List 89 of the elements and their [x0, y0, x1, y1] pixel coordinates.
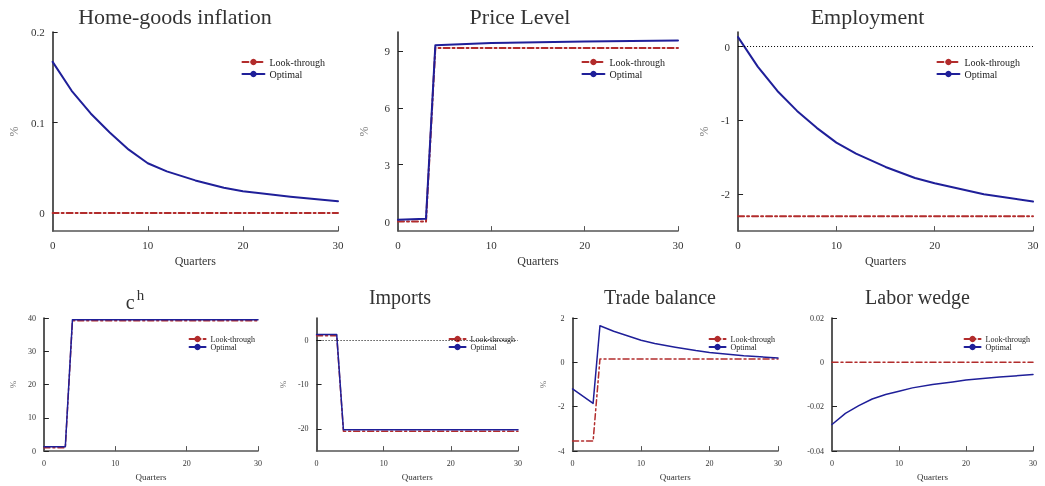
y-tick-label: -1: [720, 114, 731, 127]
y-tick-label: 30: [27, 346, 36, 356]
x-tick-label: 0: [570, 458, 575, 468]
legend-label: Look-through: [609, 56, 665, 68]
chart-title: Imports: [368, 286, 432, 309]
line-series: [737, 36, 1034, 203]
x-tick-label: 30: [1027, 238, 1039, 251]
chart-title: Home-goods inflation: [78, 3, 272, 29]
chart-title: Trade balance: [604, 286, 717, 308]
x-axis-title: Quarters: [174, 254, 217, 268]
x-tick-label: 0: [830, 458, 834, 468]
x-tick-label: 30: [332, 238, 344, 251]
y-tick-label: -4: [557, 446, 565, 456]
chart-title: Employment: [810, 3, 925, 29]
legend-label: Optimal: [609, 68, 643, 80]
x-axis-title: Quarters: [864, 254, 907, 268]
y-tick-label: -2: [557, 402, 565, 412]
y-tick-label: 9: [384, 44, 391, 57]
x-tick-label: 10: [111, 458, 120, 468]
chart-title: Price Level: [469, 3, 571, 29]
x-tick-label: 20: [182, 458, 191, 468]
x-axis-title: Quarters: [135, 471, 167, 482]
y-tick-label: 10: [27, 413, 36, 423]
y-tick-label: 20: [27, 380, 36, 390]
x-tick-label: 20: [579, 238, 591, 251]
y-tick-label: 0: [724, 40, 731, 53]
x-axis-title: Quarters: [517, 254, 559, 268]
x-axis-title: Quarters: [401, 471, 434, 482]
y-axis-title: %: [537, 380, 548, 389]
y-tick-label: 6: [384, 101, 391, 114]
legend-label: Look-through: [730, 334, 775, 344]
y-tick-label: 0: [384, 215, 391, 228]
x-tick-label: 10: [895, 458, 903, 468]
legend-label: Optimal: [470, 342, 498, 352]
x-tick-label: 20: [237, 238, 249, 251]
line-series: [51, 60, 339, 203]
x-tick-label: 0: [314, 458, 319, 468]
x-tick-label: 10: [485, 238, 498, 251]
y-tick-label: 0: [39, 207, 46, 219]
x-tick-label: 0: [735, 238, 742, 251]
y-axis-title: %: [697, 126, 711, 137]
y-axis-title: %: [7, 380, 18, 389]
x-tick-label: 10: [637, 458, 646, 468]
x-tick-label: 20: [929, 238, 941, 251]
y-tick-label: 0: [820, 357, 824, 367]
legend-label: Optimal: [985, 342, 1013, 352]
y-axis-title: %: [277, 380, 288, 389]
x-tick-label: 20: [962, 458, 970, 468]
y-tick-label: 0: [31, 446, 36, 456]
x-tick-label: 0: [49, 238, 56, 251]
y-tick-label: 3: [384, 158, 391, 171]
x-tick-label: 30: [672, 238, 684, 251]
legend-label: Look-through: [985, 334, 1030, 344]
y-tick-label: -20: [297, 424, 309, 434]
y-tick-label: 0: [560, 357, 565, 367]
x-axis-title: Quarters: [917, 471, 949, 482]
chart-title: Labor wedge: [865, 286, 971, 309]
x-axis-title: Quarters: [659, 471, 692, 482]
legend-label: Look-through: [470, 334, 515, 344]
legend-label: Look-through: [210, 334, 255, 344]
y-tick-label: -0.02: [807, 402, 824, 412]
x-tick-label: 30: [514, 458, 522, 468]
legend-label: Look-through: [964, 56, 1020, 68]
y-tick-label: 0: [304, 335, 309, 345]
y-tick-label: 0.02: [810, 313, 824, 323]
x-tick-label: 10: [142, 238, 154, 251]
y-tick-label: 40: [27, 313, 36, 323]
y-tick-label: 0.2: [30, 26, 45, 38]
y-axis-title: %: [357, 126, 371, 137]
line-series: [831, 373, 1034, 426]
y-axis-title: %: [7, 126, 21, 137]
line-series: [571, 325, 779, 405]
y-tick-label: -10: [297, 380, 309, 390]
y-tick-label: -0.04: [807, 446, 824, 456]
x-tick-label: 0: [395, 238, 402, 251]
legend-label: Optimal: [269, 68, 303, 80]
x-tick-label: 30: [774, 458, 782, 468]
legend-label: Optimal: [210, 342, 238, 352]
legend-label: Optimal: [964, 68, 998, 80]
x-tick-label: 30: [254, 458, 262, 468]
y-tick-label: 2: [560, 313, 565, 323]
x-tick-label: 20: [446, 458, 455, 468]
legend-label: Optimal: [730, 342, 758, 352]
x-tick-label: 20: [705, 458, 714, 468]
y-tick-label: 0.1: [30, 116, 45, 129]
legend-label: Look-through: [269, 56, 325, 68]
x-tick-label: 10: [830, 238, 843, 251]
y-tick-label: -2: [720, 188, 731, 201]
x-tick-label: 30: [1029, 458, 1037, 468]
